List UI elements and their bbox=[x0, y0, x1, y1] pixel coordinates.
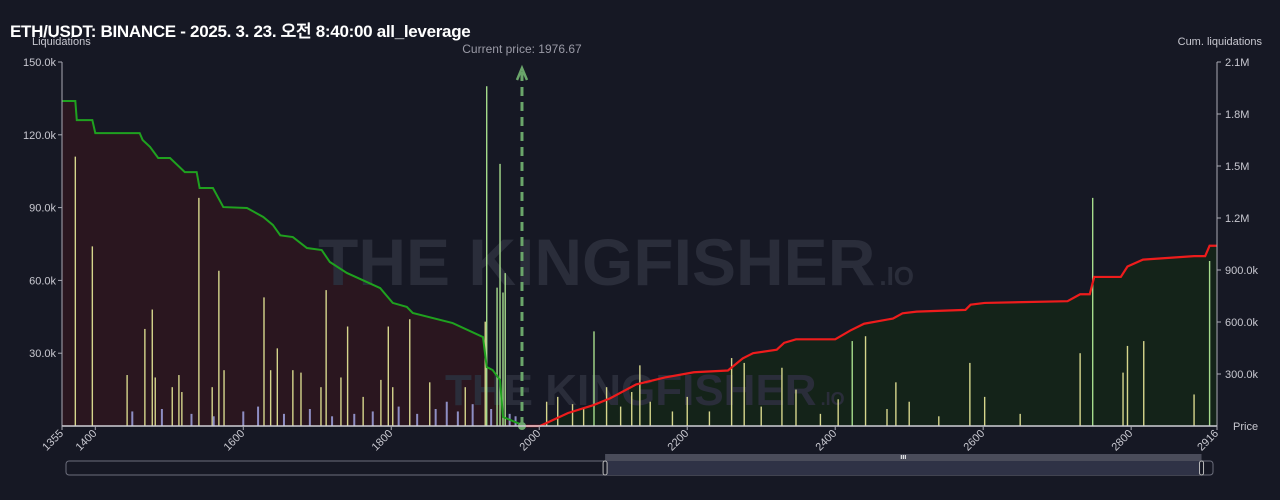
zoom-handle-left[interactable] bbox=[602, 460, 608, 476]
chart-title: ETH/USDT: BINANCE - 2025. 3. 23. 오전 8:40… bbox=[10, 22, 471, 41]
x-axis-title: Price bbox=[1233, 421, 1258, 433]
long-cumulative-fill bbox=[62, 101, 523, 426]
x-tick-label: 2000 bbox=[518, 428, 544, 454]
watermark-suffix: .IO bbox=[879, 261, 914, 291]
x-tick-label: 1400 bbox=[74, 428, 100, 454]
y2-tick-label: 1.5M bbox=[1225, 161, 1249, 173]
x-tick-label: 2800 bbox=[1109, 428, 1135, 454]
y2-tick-label: 300.0k bbox=[1225, 369, 1259, 381]
y2-tick-label: 600.0k bbox=[1225, 317, 1259, 329]
y2-tick-label: 1.2M bbox=[1225, 213, 1249, 225]
long-cumulative-line bbox=[62, 100, 523, 426]
x-tick-label: 1600 bbox=[222, 428, 248, 454]
x-tick-label: 2916 bbox=[1195, 428, 1221, 454]
y-axis-title: Liquidations bbox=[32, 36, 91, 48]
watermark-text: THE KINGFISHER bbox=[318, 225, 875, 299]
watermark-suffix-small: .IO bbox=[821, 389, 845, 409]
y-tick-label: 150.0k bbox=[23, 57, 57, 69]
y2-axis-title: Cum. liquidations bbox=[1178, 36, 1263, 48]
y-tick-label: 120.0k bbox=[23, 130, 57, 142]
x-tick-label: 2200 bbox=[666, 428, 692, 454]
current-price-arrow-icon bbox=[515, 64, 529, 81]
zoom-scrollbar-selection[interactable] bbox=[605, 461, 1202, 475]
x-tick-label: 2400 bbox=[814, 428, 840, 454]
y2-tick-label: 900.0k bbox=[1225, 265, 1259, 277]
x-tick-label: 2600 bbox=[962, 428, 988, 454]
y-tick-label: 60.0k bbox=[29, 275, 56, 287]
x-tick-label: 1355 bbox=[40, 428, 66, 454]
short-cumulative-fill bbox=[520, 245, 1217, 426]
current-price-label: Current price: 1976.67 bbox=[462, 42, 582, 56]
short-cumulative-line bbox=[520, 244, 1217, 428]
x-tick-label: 1800 bbox=[370, 428, 396, 454]
zoom-handle-right[interactable] bbox=[1199, 460, 1205, 476]
y-tick-label: 30.0k bbox=[29, 348, 56, 360]
grip-icon bbox=[900, 455, 906, 459]
y2-tick-label: 2.1M bbox=[1225, 57, 1249, 69]
y2-tick-label: 1.8M bbox=[1225, 109, 1249, 121]
y-tick-label: 90.0k bbox=[29, 203, 56, 215]
watermark-text-small: THE KINGFISHER bbox=[445, 366, 817, 415]
